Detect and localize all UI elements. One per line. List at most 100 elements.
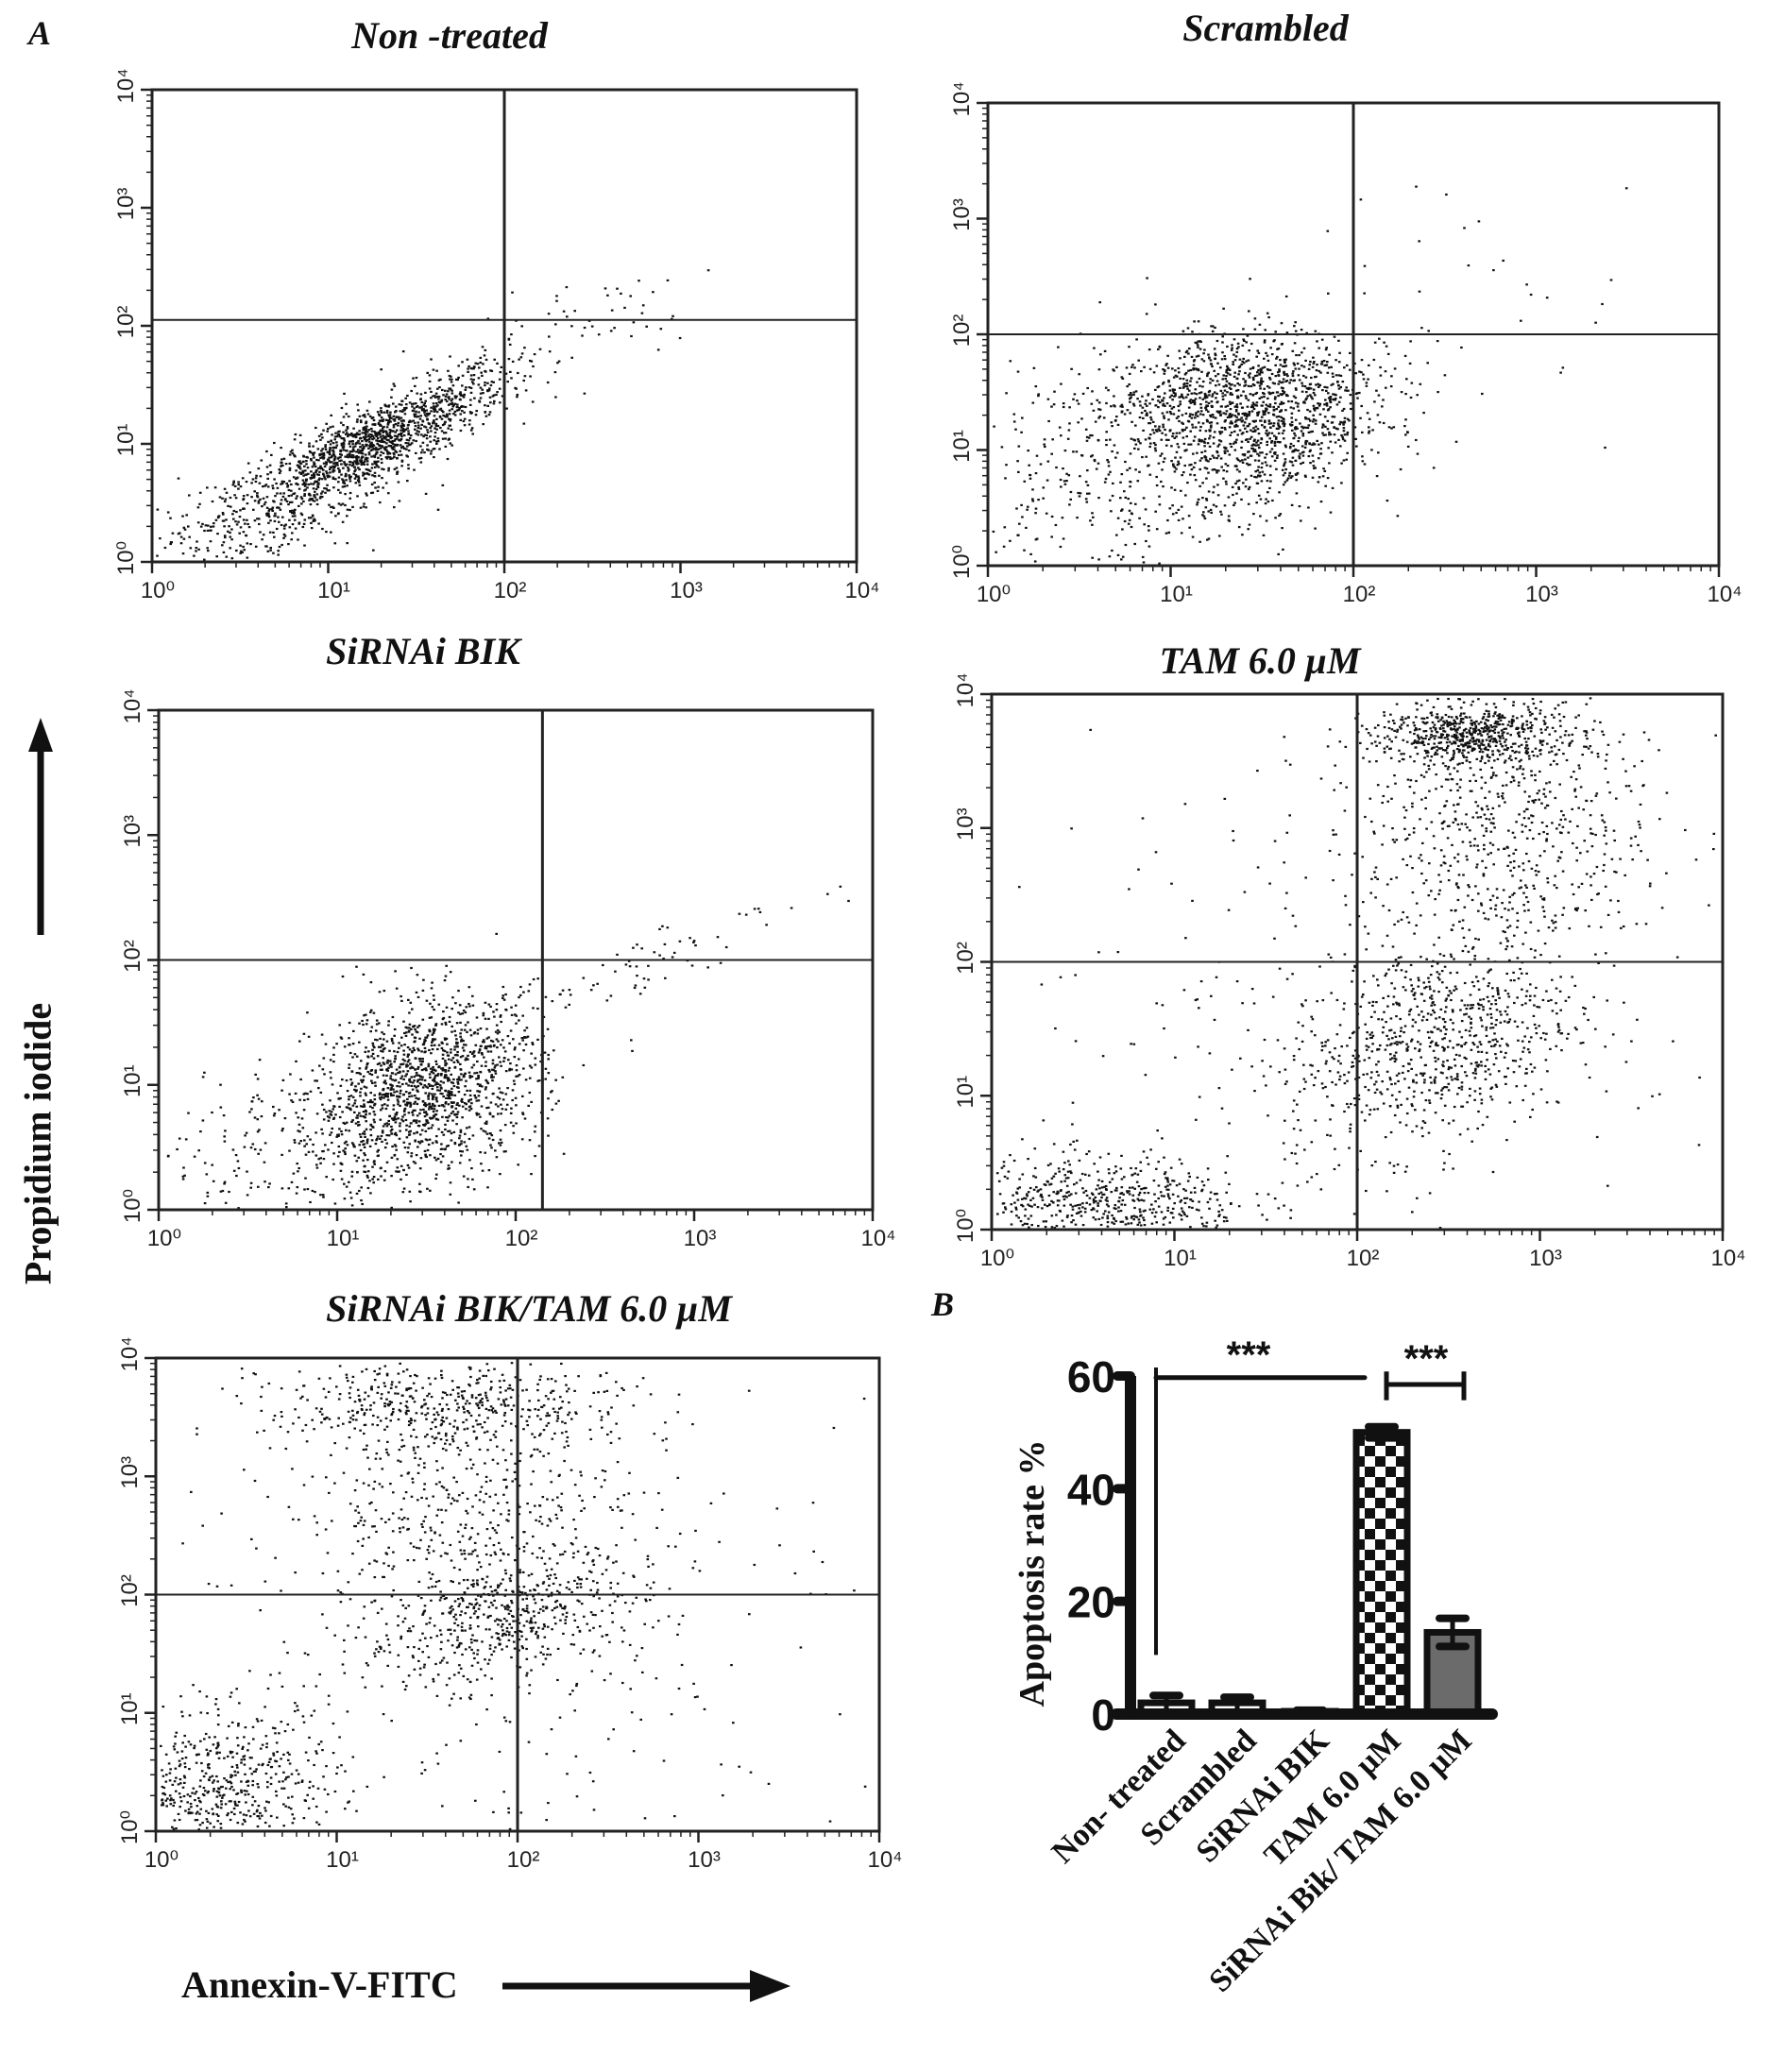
event-dot <box>1223 355 1226 358</box>
event-dot <box>1216 380 1219 382</box>
event-dot <box>1307 431 1311 433</box>
event-dot <box>547 1134 550 1137</box>
event-dot <box>321 436 324 439</box>
event-dot <box>1365 382 1368 384</box>
event-dot <box>417 1125 421 1128</box>
event-dot <box>419 427 422 430</box>
event-dot <box>314 1079 316 1082</box>
event-dot <box>359 1114 363 1117</box>
event-dot <box>393 1028 397 1031</box>
event-dot <box>431 1087 434 1091</box>
event-dot <box>229 547 231 550</box>
event-dot <box>1311 365 1315 368</box>
event-dot <box>613 327 616 330</box>
event-dot <box>1231 414 1234 416</box>
event-dot <box>1265 432 1267 434</box>
event-dot <box>1216 373 1220 376</box>
event-dot <box>287 543 290 546</box>
event-dot <box>268 531 272 534</box>
event-dot <box>335 441 338 444</box>
event-dot <box>1177 518 1181 521</box>
event-dot <box>421 441 425 444</box>
event-dot <box>458 1134 462 1137</box>
event-dot <box>513 1048 517 1051</box>
event-dot <box>388 435 392 438</box>
event-dot <box>324 1043 328 1045</box>
event-dot <box>547 1058 550 1061</box>
event-dot <box>461 361 464 364</box>
event-dot <box>290 1099 293 1102</box>
event-dot <box>1288 471 1292 474</box>
event-dot <box>527 990 531 993</box>
event-dot <box>486 1050 490 1053</box>
event-dot <box>1213 485 1216 488</box>
event-dot <box>427 1095 430 1098</box>
event-dot <box>1173 470 1177 473</box>
event-dot <box>1046 460 1050 463</box>
event-dot <box>1282 548 1284 551</box>
event-dot <box>467 1185 469 1189</box>
event-dot <box>417 424 420 427</box>
event-dot <box>529 375 532 378</box>
event-dot <box>1301 433 1305 435</box>
event-dot <box>302 522 306 525</box>
event-dot <box>1245 478 1248 481</box>
event-dot <box>1077 491 1080 495</box>
event-dot <box>1115 534 1118 536</box>
event-dot <box>1293 364 1296 366</box>
event-dot <box>1289 442 1293 446</box>
event-dot <box>315 499 318 501</box>
event-dot <box>1261 462 1264 465</box>
event-dot <box>1295 354 1298 357</box>
event-dot <box>1239 394 1243 397</box>
event-dot <box>355 462 358 465</box>
event-dot <box>298 521 301 524</box>
event-dot <box>1299 452 1301 455</box>
event-dot <box>1361 455 1364 458</box>
event-dot <box>362 1140 365 1143</box>
event-dot <box>372 444 376 447</box>
event-dot <box>1282 389 1284 392</box>
event-dot <box>1086 492 1089 495</box>
event-dot <box>367 429 370 432</box>
event-dot <box>386 1087 390 1090</box>
event-dot <box>1227 515 1231 518</box>
event-dot <box>1312 404 1316 407</box>
event-dot <box>230 538 233 541</box>
event-dot <box>348 1063 351 1066</box>
event-dot <box>378 440 382 443</box>
event-dot <box>1172 391 1176 394</box>
event-dot <box>468 1105 472 1108</box>
event-dot <box>1067 429 1071 432</box>
event-dot <box>1324 348 1328 351</box>
event-dot <box>459 1032 462 1035</box>
event-dot <box>395 444 399 447</box>
event-dot <box>1072 398 1075 400</box>
event-dot <box>1025 526 1028 529</box>
event-dot <box>518 358 520 361</box>
event-dot <box>472 379 475 382</box>
event-dot <box>371 1126 375 1129</box>
event-dot <box>366 460 369 463</box>
event-dot <box>1138 400 1142 403</box>
event-dot <box>501 1092 504 1095</box>
event-dot <box>1251 393 1254 397</box>
event-dot <box>258 522 261 526</box>
event-dot <box>556 362 559 365</box>
event-dot <box>410 1065 414 1068</box>
event-dot <box>1317 382 1319 385</box>
event-dot <box>1170 394 1173 397</box>
event-dot <box>1341 438 1345 441</box>
event-dot <box>315 502 319 506</box>
event-dot <box>430 1016 434 1019</box>
event-dot <box>411 1033 414 1036</box>
event-dot <box>417 457 421 460</box>
event-dot <box>479 397 483 399</box>
event-dot <box>382 1096 385 1099</box>
event-dot <box>459 1062 462 1065</box>
event-dot <box>1343 366 1346 369</box>
event-dot <box>534 1155 536 1158</box>
event-dot <box>349 1095 353 1097</box>
event-dot <box>448 1167 450 1170</box>
event-dot <box>1097 368 1101 371</box>
